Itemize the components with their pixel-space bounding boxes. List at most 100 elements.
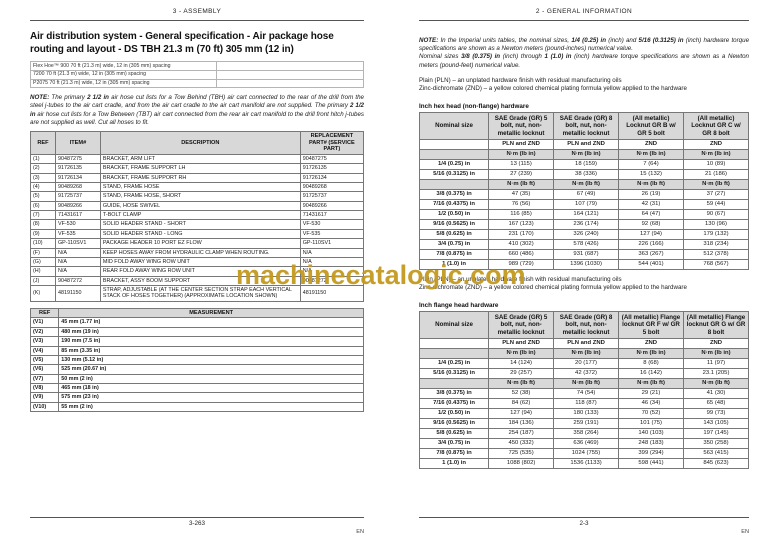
table-cell: STAND, FRAME HOSE (99, 181, 301, 193)
table-cell: 254 (187) (488, 427, 555, 439)
page-right: 2 - GENERAL INFORMATION NOTE: In the Imp… (418, 8, 750, 535)
table-cell: 20 (177) (553, 357, 620, 369)
table-cell: (F) (30, 247, 56, 258)
table-cell: 91725737 (299, 191, 365, 202)
table-cell: (7) (30, 210, 56, 221)
table-row: 9/16 (0.5625) in 167 (123) 236 (174) 92 (68… (418, 218, 750, 230)
finish-plain-line: Plain (PLN) – an unplated hardware finis… (419, 275, 622, 283)
table-cell: (5) (30, 191, 56, 202)
table-cell: 575 mm (23 in) (58, 392, 364, 403)
table-row: (V2) 480 mm (19 in) (29, 326, 364, 338)
table-cell: 127 (94) (618, 228, 684, 240)
table-cell: N·m (lb in) (618, 347, 684, 359)
note-text: In the Imperial units tables, the nomina… (438, 37, 572, 44)
table-cell: PLN and ZND (488, 139, 555, 150)
table-row: 7/16 (0.4375) in 84 (62) 118 (87) 46 (34) 65… (418, 397, 750, 409)
table-cell: SOLID HEADER STAND - LONG (99, 228, 301, 240)
table-cell: STAND, FRAME HOSE, SHORT (99, 191, 301, 202)
table-cell: BRACKET, ASSY BOOM SUPPORT (99, 275, 301, 287)
table-cell: Flex Hoe™ 900 70 ft (21.3 m) wide, 12 in… (29, 61, 218, 71)
table-cell: (9) (30, 228, 56, 240)
table-cell: 525 mm (20.67 in) (58, 364, 364, 375)
table-cell: 259 (191) (553, 417, 620, 429)
table-cell (418, 337, 490, 349)
table-cell: 1/4 (0.25) in (418, 158, 490, 170)
table-cell: 21 (186) (682, 168, 750, 180)
left-page-footer: 3-263 EN (30, 517, 364, 535)
table-cell: N·m (lb ft) (553, 377, 620, 389)
table-row: 5/8 (0.625) in 231 (170) 326 (240) 127 (94)… (418, 228, 750, 240)
note-label: NOTE: (419, 37, 439, 44)
table-cell: 350 (258) (682, 437, 750, 449)
table-cell: ZND (682, 337, 750, 349)
column-header: DESCRIPTION (99, 131, 301, 155)
table-row: (V6) 525 mm (20.67 in) (29, 364, 364, 375)
column-header: ITEM# (54, 131, 101, 155)
table-cell: 118 (87) (553, 397, 620, 409)
table-row: (V10) 55 mm (2 in) (29, 401, 364, 413)
table-cell: GP-110SV1 (299, 238, 365, 249)
table-cell: VF-535 (299, 228, 365, 240)
table-row: (10) GP-110SV1 PACKAGE HEADER 10 PORT EZ F… (30, 238, 365, 249)
table-cell: (V10) (29, 401, 60, 413)
note-text-bold: 1/4 (0.25) in (571, 37, 607, 44)
finish-plain-line: Plain (PLN) – an unplated hardware finis… (419, 76, 622, 84)
table-cell: 636 (469) (553, 437, 620, 449)
table-cell: 46 (34) (618, 397, 684, 409)
table-row: (6) 90489266 GUIDE, HOSE SWIVEL 90489266 (30, 200, 365, 212)
table-cell: 164 (121) (553, 208, 620, 220)
table2-title: Inch flange head hardware (419, 301, 499, 309)
note-text: (inch) through (500, 53, 545, 61)
table-row: (9) VF-535 SOLID HEADER STAND - LONG VF-535 (30, 228, 365, 240)
table-cell: SOLID HEADER STAND - SHORT (99, 219, 301, 230)
table-cell: (V2) (29, 326, 60, 338)
table-cell: GP-110SV1 (54, 238, 101, 249)
table-cell: 48191150 (54, 285, 101, 302)
table-cell: 27 (239) (488, 168, 555, 180)
table-row: PLN and ZND PLN and ZND ZND ZND (418, 139, 750, 150)
page-left: 3 - ASSEMBLY Air distribution system - G… (29, 8, 365, 535)
table-cell: 116 (85) (488, 208, 555, 220)
table-cell: (4) (30, 181, 56, 193)
left-page-chapter-header: 3 - ASSEMBLY (30, 8, 364, 21)
finish-zinc-line: Zinc-dichromate (ZND) – a yellow colored… (419, 85, 687, 93)
table-cell: 47 (35) (488, 188, 555, 200)
table-cell: 989 (729) (488, 258, 555, 270)
machine-spec-table: Flex Hoe™ 900 70 ft (21.3 m) wide, 12 in… (29, 61, 364, 89)
table-cell: N·m (lb in) (488, 149, 555, 160)
table-row: 3/4 (0.75) in 450 (332) 636 (469) 248 (183)… (418, 437, 750, 449)
table-cell: PLN and ZND (488, 337, 555, 349)
table-row: N·m (lb in) N·m (lb in) N·m (lb in) N·m (lb… (418, 149, 750, 160)
table-cell: 130 mm (5.12 in) (58, 354, 364, 366)
table-row: 7200 70 ft (21.3 m) wide, 12 in (305 mm)… (29, 69, 364, 80)
table-cell: 248 (183) (618, 437, 684, 449)
table-cell: 7200 70 ft (21.3 m) wide, 12 in (305 mm)… (29, 69, 218, 80)
table-cell: 91726134 (54, 172, 101, 183)
table-cell: 42 (31) (618, 198, 684, 210)
column-header: SAE Grade (GR) 8 bolt, nut, non-metallic… (553, 310, 620, 339)
table-row: 7/8 (0.875) in 725 (535) 1024 (755) 399 (29… (418, 447, 750, 459)
table-cell: (V9) (29, 392, 60, 403)
table-cell: 71431617 (299, 210, 365, 221)
table-cell: 1/2 (0.50) in (418, 407, 490, 419)
note-text-bold: 2 1/2 in (87, 94, 109, 102)
table-cell: N/A (54, 266, 101, 277)
table-cell (216, 61, 364, 71)
table-cell: 326 (240) (553, 228, 620, 240)
table-cell: N·m (lb ft) (618, 178, 684, 190)
table-cell: 1 (1.0) in (418, 457, 490, 469)
note-paragraph: Nominal sizes 3/8 (0.375) in (inch) thro… (419, 53, 749, 69)
note-text-bold: 5/16 (0.3125) in (638, 37, 684, 44)
table-cell: 38 (336) (553, 168, 620, 180)
table-cell: VF-530 (54, 219, 101, 230)
table-cell: (V4) (29, 345, 60, 356)
table-cell: 7/8 (0.875) in (418, 447, 490, 459)
table1-title: Inch hex head (non-flange) hardware (419, 103, 529, 111)
table-row: 1/4 (0.25) in 14 (124) 20 (177) 8 (68) 11 (9… (418, 357, 750, 369)
table-cell: 67 (49) (553, 188, 620, 200)
note-text: air hose cut lists for a Tow Between (TB… (30, 110, 364, 126)
table-cell: 5/8 (0.625) in (418, 427, 490, 439)
table-cell: 55 mm (2 in) (58, 401, 364, 413)
table-cell: 91726134 (299, 172, 365, 183)
table-cell: 318 (234) (682, 238, 750, 250)
